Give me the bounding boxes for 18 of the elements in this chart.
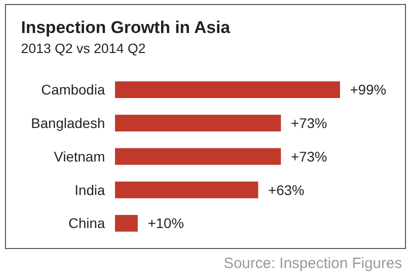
y-tick-label: Vietnam (54, 148, 105, 164)
data-label: +99% (350, 82, 386, 98)
data-label: +10% (148, 215, 184, 232)
chart-title: Inspection Growth in Asia (21, 18, 231, 37)
bar (115, 182, 258, 198)
y-tick-label: Cambodia (41, 82, 106, 98)
data-label: +73% (290, 148, 328, 164)
bar (115, 81, 340, 98)
chart-subtitle: 2013 Q2 vs 2014 Q2 (21, 41, 146, 56)
y-tick-label: Bangladesh (31, 115, 105, 131)
bar (115, 114, 281, 132)
y-tick-label: India (74, 182, 106, 198)
source-note: Source: Inspection Figures (224, 255, 402, 272)
data-label: +73% (290, 115, 328, 131)
y-tick-label: China (68, 215, 106, 232)
bar (115, 214, 138, 232)
data-label: +63% (268, 182, 304, 198)
bar (115, 148, 281, 165)
